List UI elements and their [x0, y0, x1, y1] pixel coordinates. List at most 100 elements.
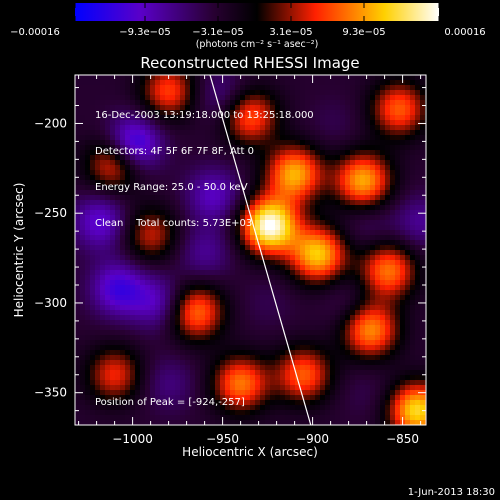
heatmap-cell — [335, 90, 341, 96]
heatmap-cell — [255, 395, 261, 401]
heatmap-cell — [205, 400, 211, 406]
heatmap-cell — [145, 170, 151, 176]
heatmap-cell — [420, 235, 426, 241]
heatmap-cell — [170, 410, 176, 416]
heatmap-cell — [110, 365, 116, 371]
heatmap-cell — [125, 275, 131, 281]
heatmap-cell — [285, 360, 291, 366]
heatmap-cell — [95, 95, 101, 101]
heatmap-cell — [310, 150, 316, 156]
heatmap-cell — [80, 355, 86, 361]
heatmap-cell — [320, 360, 326, 366]
heatmap-cell — [265, 350, 271, 356]
heatmap-cell — [340, 315, 346, 321]
heatmap-cell — [125, 85, 131, 91]
heatmap-cell — [355, 310, 361, 316]
heatmap-cell — [330, 160, 336, 166]
heatmap-cell — [375, 130, 381, 136]
heatmap-cell — [315, 115, 321, 121]
heatmap-cell — [370, 195, 376, 201]
heatmap-cell — [380, 245, 386, 251]
heatmap-cell — [145, 370, 151, 376]
heatmap-cell — [360, 230, 366, 236]
heatmap-cell — [185, 305, 191, 311]
heatmap-cell — [85, 315, 91, 321]
heatmap-cell — [150, 325, 156, 331]
heatmap-cell — [190, 200, 196, 206]
heatmap-cell — [400, 180, 406, 186]
heatmap-cell — [225, 80, 231, 86]
heatmap-cell — [390, 310, 396, 316]
heatmap-cell — [390, 400, 396, 406]
heatmap-cell — [110, 385, 116, 391]
heatmap-cell — [370, 365, 376, 371]
heatmap-cell — [100, 220, 106, 226]
heatmap-cell — [295, 85, 301, 91]
heatmap-cell — [340, 210, 346, 216]
heatmap-cell — [400, 385, 406, 391]
heatmap-cell — [190, 410, 196, 416]
heatmap-cell — [85, 85, 91, 91]
heatmap-cell — [300, 115, 306, 121]
heatmap-cell — [370, 190, 376, 196]
heatmap-cell — [320, 155, 326, 161]
heatmap-cell — [335, 360, 341, 366]
heatmap-cell — [220, 180, 226, 186]
heatmap-cell — [120, 220, 126, 226]
heatmap-cell — [295, 105, 301, 111]
heatmap-cell — [225, 100, 231, 106]
heatmap-cell — [325, 325, 331, 331]
heatmap-cell — [180, 370, 186, 376]
heatmap-cell — [125, 340, 131, 346]
heatmap-cell — [105, 125, 111, 131]
heatmap-cell — [180, 120, 186, 126]
heatmap-cell — [320, 305, 326, 311]
heatmap-cell — [130, 370, 136, 376]
heatmap-cell — [360, 420, 366, 425]
heatmap-cell — [230, 155, 236, 161]
heatmap-cell — [310, 165, 316, 171]
heatmap-cell — [135, 130, 141, 136]
heatmap-cell — [315, 180, 321, 186]
heatmap-cell — [240, 340, 246, 346]
heatmap-cell — [185, 410, 191, 416]
heatmap-cell — [220, 375, 226, 381]
heatmap-cell — [125, 345, 131, 351]
heatmap-cell — [300, 235, 306, 241]
heatmap-cell — [130, 105, 136, 111]
heatmap-cell — [265, 315, 271, 321]
heatmap-cell — [300, 280, 306, 286]
heatmap-cell — [235, 410, 241, 416]
heatmap-cell — [170, 75, 176, 81]
heatmap-cell — [90, 185, 96, 191]
heatmap-cell — [370, 150, 376, 156]
heatmap-cell — [325, 390, 331, 396]
heatmap-cell — [80, 240, 86, 246]
heatmap-cell — [265, 335, 271, 341]
heatmap-cell — [230, 270, 236, 276]
heatmap-cell — [75, 340, 81, 346]
heatmap-cell — [120, 105, 126, 111]
heatmap-cell — [340, 380, 346, 386]
heatmap-cell — [135, 400, 141, 406]
heatmap-cell — [195, 235, 201, 241]
heatmap-cell — [270, 175, 276, 181]
heatmap-cell — [150, 200, 156, 206]
heatmap-cell — [325, 360, 331, 366]
heatmap-cell — [210, 100, 216, 106]
heatmap-cell — [280, 110, 286, 116]
heatmap-cell — [220, 335, 226, 341]
heatmap-cell — [100, 250, 106, 256]
heatmap-cell — [365, 125, 371, 131]
heatmap-cell — [215, 390, 221, 396]
heatmap-cell — [410, 75, 416, 81]
heatmap-cell — [245, 215, 251, 221]
heatmap-cell — [275, 135, 281, 141]
heatmap-cell — [365, 270, 371, 276]
heatmap-cell — [85, 265, 91, 271]
heatmap-cell — [295, 350, 301, 356]
heatmap-cell — [245, 290, 251, 296]
heatmap-cell — [330, 110, 336, 116]
heatmap-cell — [365, 250, 371, 256]
heatmap-cell — [100, 330, 106, 336]
